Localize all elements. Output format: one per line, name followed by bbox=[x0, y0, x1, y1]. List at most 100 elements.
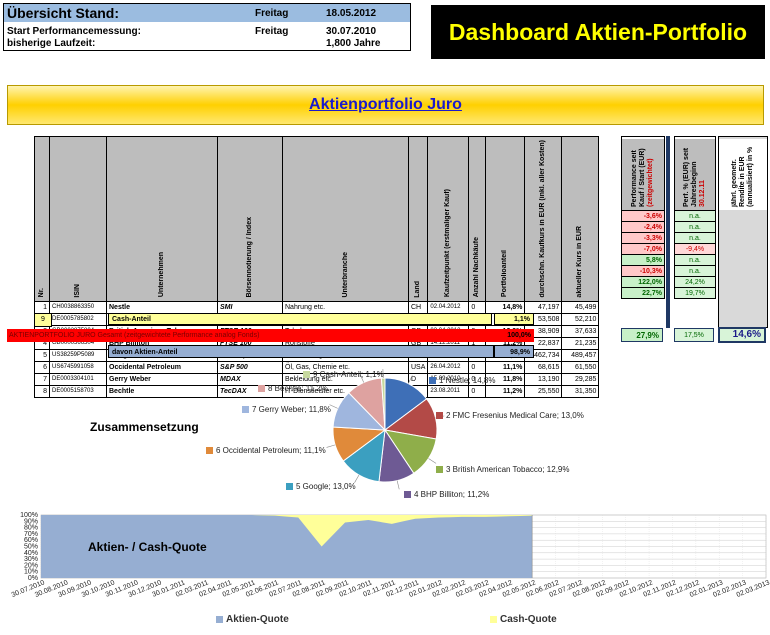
y-tick-label: 10% bbox=[24, 569, 38, 576]
perf-ytd-header: Perf. % (EUR) seit Jahresbeginn 30.12.11 bbox=[675, 139, 715, 210]
cell-index: SMI bbox=[217, 300, 283, 314]
legend-stock-label: Aktien-Quote bbox=[226, 614, 289, 625]
start-date: 30.07.2010 bbox=[326, 26, 377, 37]
table-row: 1 CH0038863350 Nestle SMI Nahrung etc. CH 02.0… bbox=[34, 300, 600, 314]
pie-leader-line bbox=[359, 374, 365, 383]
start-day: Freitag bbox=[255, 26, 289, 37]
cell-price: 61,550 bbox=[561, 360, 600, 374]
perf-ytd-cell: 24,2% bbox=[675, 276, 715, 287]
pie-label: 8 Bechtle; 11,2% bbox=[258, 384, 328, 393]
col-header-price: aktueller Kurs in EUR bbox=[561, 136, 600, 302]
legend-stock: Aktien-Quote bbox=[216, 614, 289, 625]
y-tick-label: 30% bbox=[24, 556, 38, 563]
pie-label: 6 Occidental Petroleum; 11,1% bbox=[206, 446, 326, 455]
y-tick-label: 20% bbox=[24, 562, 38, 569]
cell-addl: 0 bbox=[468, 384, 487, 398]
pie-label: 9 Cash-Anteil; 1,1% bbox=[303, 370, 384, 379]
pie-label-swatch bbox=[429, 377, 436, 384]
cell-sector: Nahrung etc. bbox=[282, 300, 409, 314]
cell-nr: 1 bbox=[34, 300, 50, 314]
perf-ytd-cell: n.a. bbox=[675, 221, 715, 232]
cell-price: 29,285 bbox=[561, 372, 600, 386]
cell-nr: 8 bbox=[34, 384, 50, 398]
cash-row-label: Cash-Anteil bbox=[108, 313, 492, 325]
pie-leader-line bbox=[428, 458, 437, 464]
line-title: Aktien- / Cash-Quote bbox=[88, 540, 207, 554]
perf-cell: 22,7% bbox=[622, 287, 664, 298]
cell-company: Bechtle bbox=[106, 384, 218, 398]
pie-chart bbox=[326, 369, 445, 490]
cell-avg-price: 25,550 bbox=[524, 384, 563, 398]
perf-ytd-cell: -9,4% bbox=[675, 243, 715, 254]
pie-label-text: 9 Cash-Anteil; 1,1% bbox=[313, 370, 384, 379]
pie-label-text: 3 British American Tobacco; 12,9% bbox=[446, 465, 570, 474]
perf-cell: -2,4% bbox=[622, 221, 664, 232]
pie-slice bbox=[384, 377, 428, 431]
pie-label: 5 Google; 13,0% bbox=[286, 482, 356, 491]
cell-index: S&P 500 bbox=[217, 360, 283, 374]
cell-share: 14,8% bbox=[485, 300, 526, 314]
pie-label-swatch bbox=[436, 466, 443, 473]
perf-ytd-cell: n.a. bbox=[675, 210, 715, 221]
cell-nr: 6 bbox=[34, 360, 50, 374]
perf-cell: -3,6% bbox=[622, 210, 664, 221]
total-row-share: 100,0% bbox=[494, 329, 534, 342]
overview-title: Übersicht Stand: bbox=[7, 5, 120, 21]
pie-label-text: 2 FMC Fresenius Medical Care; 13,0% bbox=[446, 411, 584, 420]
perf-ytd-cell: n.a. bbox=[675, 265, 715, 276]
runtime-value: 1,800 Jahre bbox=[326, 38, 381, 49]
cell-addl: 0 bbox=[468, 300, 487, 314]
cash-row-nr: 9 bbox=[34, 313, 52, 327]
col-header-country: Land bbox=[407, 136, 429, 302]
cell-price: 489,457 bbox=[561, 348, 600, 362]
perf-total-column: Performance seit Kauf / Start (EUR) (zei… bbox=[621, 136, 665, 299]
perf-cell: -3,3% bbox=[622, 232, 664, 243]
pie-leader-line bbox=[396, 480, 400, 490]
start-label: Start Performancemessung: bbox=[7, 26, 141, 37]
overview-day: Freitag bbox=[255, 8, 289, 19]
pie-title: Zusammensetzung bbox=[90, 420, 199, 434]
perf-cell: -7,0% bbox=[622, 243, 664, 254]
col-header-avg-price: durchschn. Kaufkurs in EUR (inkl. aller … bbox=[524, 136, 563, 302]
col-header-buy-date: Kaufzeitpunkt (erstmaliger Kauf) bbox=[427, 136, 470, 302]
status-info-box: Übersicht Stand: Freitag 18.05.2012 Star… bbox=[3, 3, 411, 51]
cell-price: 45,499 bbox=[561, 300, 600, 314]
cell-isin: DE0005785802 bbox=[49, 312, 107, 326]
cell-price: 52,210 bbox=[561, 312, 600, 326]
cell-share: 11,2% bbox=[485, 384, 526, 398]
pie-label-swatch bbox=[404, 491, 411, 498]
col-header-sector: Unterbranche bbox=[282, 136, 409, 302]
cell-addl: 0 bbox=[468, 360, 487, 374]
cell-isin: DE0005158703 bbox=[49, 384, 107, 398]
pie-label-text: 6 Occidental Petroleum; 11,1% bbox=[216, 446, 326, 455]
y-tick-label: 70% bbox=[24, 531, 38, 538]
pie-label-swatch bbox=[286, 483, 293, 490]
cell-isin: CH0038863350 bbox=[49, 300, 107, 314]
cell-avg-price: 13,190 bbox=[524, 372, 563, 386]
col-header-company: Unternehmen bbox=[106, 136, 218, 302]
stock-quote-area bbox=[41, 515, 533, 578]
perf-cell: -10,3% bbox=[622, 265, 664, 276]
cell-nr: 5 bbox=[34, 348, 50, 362]
cell-country: CH bbox=[407, 300, 429, 314]
cell-avg-price: 47,197 bbox=[524, 300, 563, 314]
pie-label-text: 5 Google; 13,0% bbox=[296, 482, 356, 491]
pie-label-swatch bbox=[303, 371, 310, 378]
perf-total-header: Performance seit Kauf / Start (EUR) (zei… bbox=[622, 139, 664, 210]
perf-cell: 122,0% bbox=[622, 276, 664, 287]
cell-nr: 7 bbox=[34, 372, 50, 386]
pie-leader-line bbox=[326, 444, 336, 448]
cell-buy-date: 23.08.2011 bbox=[427, 384, 470, 398]
pie-label-text: 1 Nestle; 14,8% bbox=[439, 376, 496, 385]
quote-area-chart: 0%10%20%30%40%50%60%70%80%90%100%30.07.2… bbox=[11, 512, 770, 599]
cash-row-share: 1,1% bbox=[494, 313, 534, 325]
total-row-label: AKTIENPORTFOLIO JURO Gesamt (zeitgewicht… bbox=[7, 329, 494, 342]
col-header-addl: Anzahl Nachkäufe bbox=[468, 136, 487, 302]
pie-label-swatch bbox=[258, 385, 265, 392]
cell-isin: DE0003304101 bbox=[49, 372, 107, 386]
y-tick-label: 0% bbox=[28, 575, 38, 582]
col-header-index: Börsennotierung / Index bbox=[217, 136, 283, 302]
cell-country: USA bbox=[407, 360, 429, 374]
column-divider bbox=[666, 136, 670, 328]
cagr-header: jährl. geometr. Rendite in EUR (annualis… bbox=[719, 139, 767, 210]
